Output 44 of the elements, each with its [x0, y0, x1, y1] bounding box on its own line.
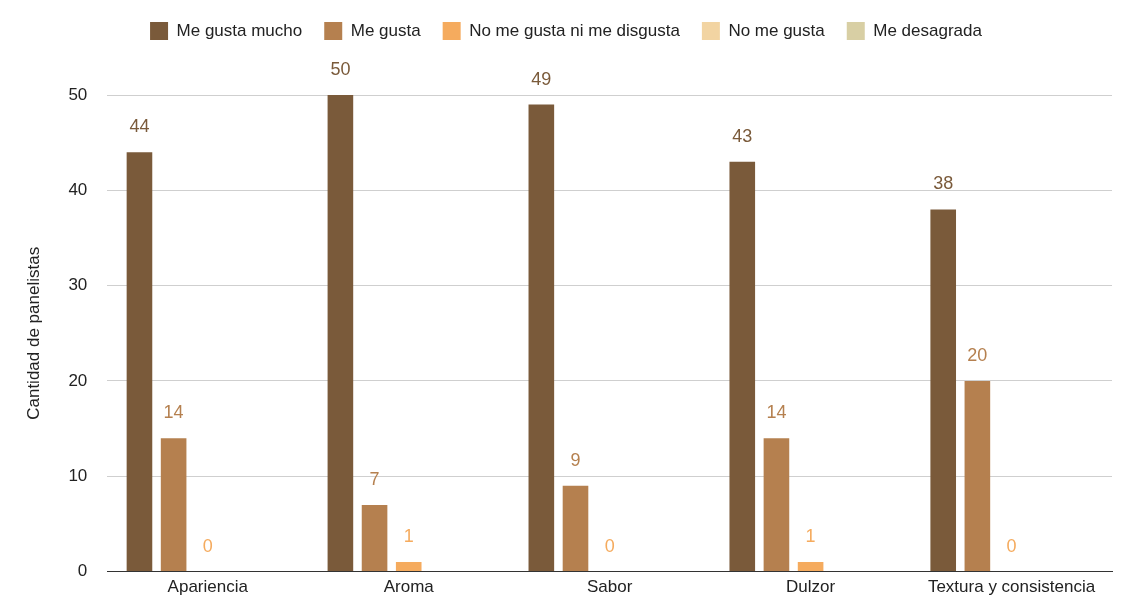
legend-label: Me gusta [350, 20, 422, 40]
y-tick-label: 30 [68, 275, 88, 295]
y-tick-label: 20 [68, 370, 88, 390]
data-label: 43 [732, 125, 753, 146]
bar [160, 438, 187, 572]
x-tick-label: Apariencia [167, 577, 249, 597]
bar [395, 562, 422, 572]
bar [930, 209, 957, 572]
data-label: 38 [933, 173, 954, 194]
y-axis-title: Cantidad de panelistas [23, 246, 43, 420]
x-tick-label: Sabor [586, 577, 633, 597]
bar [964, 380, 991, 572]
data-label: 50 [330, 58, 351, 79]
data-label: 1 [805, 526, 816, 547]
data-label: 7 [369, 468, 380, 489]
bar [361, 504, 388, 572]
data-label: 9 [570, 449, 581, 470]
legend-label: Me gusta mucho [176, 20, 303, 40]
legend-label: Me desagrada [873, 20, 983, 40]
legend-label: No me gusta [728, 20, 826, 40]
bar [763, 438, 790, 572]
data-label: 14 [163, 402, 184, 423]
y-tick-label: 40 [68, 180, 88, 200]
data-label: 14 [766, 402, 787, 423]
bar [126, 152, 153, 572]
x-tick-label: Dulzor [786, 577, 836, 597]
y-tick-label: 10 [68, 465, 88, 485]
bar [562, 485, 589, 572]
x-tick-label: Textura y consistencia [927, 577, 1096, 597]
bar [528, 104, 555, 572]
data-label: 1 [403, 526, 414, 547]
data-label: 0 [604, 535, 615, 556]
y-tick-label: 50 [68, 84, 88, 104]
data-label: 44 [129, 116, 150, 137]
bar [327, 95, 354, 572]
x-tick-label: Aroma [383, 577, 435, 597]
data-label: 0 [202, 535, 213, 556]
data-label: 20 [967, 344, 988, 365]
y-tick-label: 0 [77, 561, 88, 581]
data-label: 0 [1006, 535, 1017, 556]
bar [729, 161, 756, 572]
legend-label: No me gusta ni me disgusta [469, 20, 681, 40]
bar [797, 562, 824, 572]
data-label: 49 [531, 68, 552, 89]
